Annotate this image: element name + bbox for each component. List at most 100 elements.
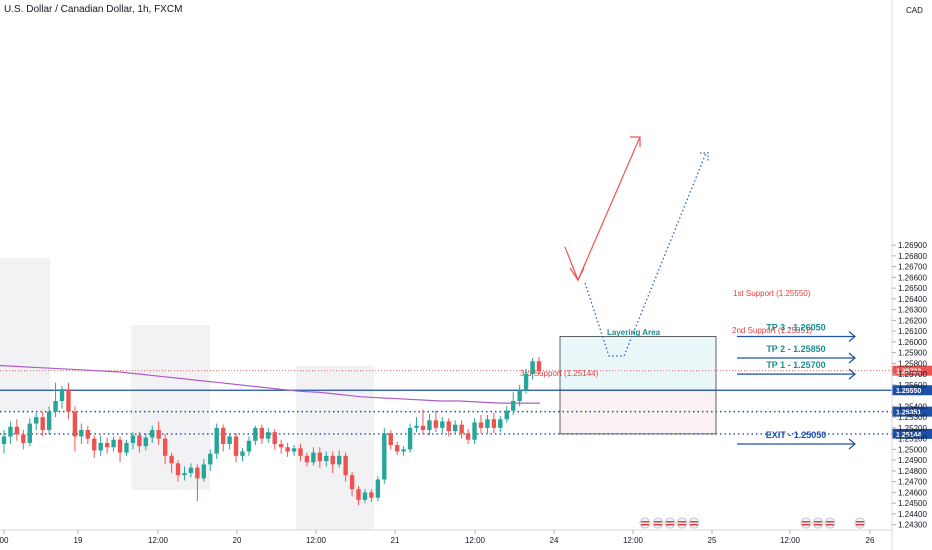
candles	[1, 356, 542, 506]
candle-body	[362, 492, 368, 500]
candle-body	[272, 432, 277, 444]
candle-body	[111, 439, 116, 448]
session-shade-0	[0, 258, 50, 411]
candle-body	[59, 389, 65, 401]
candle-body	[214, 427, 219, 454]
candle-body	[285, 447, 290, 452]
candle-body	[388, 433, 393, 446]
candle-body	[523, 374, 529, 391]
x-tick-label: 26	[866, 536, 875, 545]
y-tick-label: 1.26800	[898, 252, 927, 261]
candle-body	[46, 411, 52, 431]
candle-body	[92, 438, 97, 451]
y-tick-label: 1.26100	[898, 327, 927, 336]
event-flag-stripe	[666, 524, 674, 526]
y-tick-label: 1.26400	[898, 295, 927, 304]
y-tick-label: 1.26200	[898, 316, 927, 325]
event-flag-icon	[652, 517, 664, 529]
candle-body	[233, 436, 239, 456]
candle-body	[259, 427, 265, 439]
candle-body	[530, 361, 535, 375]
event-flag-stripe	[654, 524, 662, 526]
target-arrow-head	[848, 331, 856, 342]
event-flag-icon	[824, 517, 836, 529]
candle-body	[278, 443, 284, 448]
x-tick-label: 12:00	[465, 536, 486, 545]
projection-arrow-solid	[564, 136, 641, 282]
candle-body	[433, 420, 439, 428]
candle-body	[311, 452, 316, 463]
event-flag-stripe	[690, 524, 698, 526]
candle-body	[317, 452, 323, 462]
x-tick-label: 25	[708, 536, 717, 545]
event-flag-icon	[854, 517, 866, 529]
x-tick-label: 19	[74, 536, 83, 545]
event-flag-icon	[812, 517, 824, 529]
x-tick-label: 12:00	[148, 536, 169, 545]
candle-body	[498, 419, 503, 428]
y-tick-label: 1.26600	[898, 273, 927, 282]
x-tick-label: 24	[550, 536, 559, 545]
event-flag-stripe	[678, 521, 686, 523]
candle-body	[414, 425, 419, 428]
support-levels: 1.25550 1.25351 1.25144 1st Support (1.2555…	[0, 289, 932, 439]
target-labels: TP 3 - 1.26050 TP 2 - 1.25850 TP 1 - 1.257…	[737, 322, 856, 450]
event-flag-stripe	[690, 521, 698, 523]
candle-body	[175, 463, 181, 476]
y-tick-label: 1.26700	[898, 263, 927, 272]
candle-body	[440, 421, 445, 428]
y-tick-label: 1.26000	[898, 338, 927, 347]
y-tick-label: 1.24800	[898, 467, 927, 476]
candle-body	[446, 421, 451, 432]
candle-body	[266, 432, 271, 439]
currency-label: CAD	[906, 6, 923, 15]
layering-zone	[559, 389, 717, 435]
y-tick-label: 1.26500	[898, 284, 927, 293]
session-shade-2	[296, 366, 374, 530]
support-label-2: 2nd Support (1.25351)	[732, 326, 812, 335]
candle-body	[98, 442, 103, 451]
candle-body	[130, 435, 136, 443]
candle-body	[66, 389, 71, 412]
y-tick-label: 1.25100	[898, 435, 927, 444]
candle-body	[227, 436, 232, 444]
current-price-label: 1.25732	[896, 369, 921, 376]
candle-body	[478, 422, 484, 428]
target-label-2: TP 1 - 1.25700	[766, 360, 825, 370]
y-tick-label: 1.24300	[898, 521, 927, 530]
x-tick-label: 00	[0, 536, 9, 545]
level-price-label: 1.25351	[896, 410, 921, 417]
candle-body	[336, 455, 342, 465]
event-flag-icon	[688, 517, 700, 529]
trade-zones: Layering Area	[559, 328, 717, 435]
arrow-head-dotted	[700, 152, 709, 161]
event-flag-stripe	[802, 521, 810, 523]
target-label-3: EXIT - 1.25050	[766, 430, 827, 440]
candle-body	[79, 430, 84, 437]
candle-body	[517, 390, 522, 401]
candle-body	[182, 473, 187, 476]
candle-body	[401, 449, 406, 452]
x-tick-label: 12:00	[780, 536, 801, 545]
y-tick-label: 1.25400	[898, 402, 927, 411]
candle-body	[34, 417, 39, 424]
candle-body	[188, 467, 194, 474]
economic-events[interactable]	[639, 517, 866, 529]
event-flag-icon	[800, 517, 812, 529]
support-label-1: 1st Support (1.25550)	[733, 289, 811, 298]
candle-body	[453, 424, 458, 432]
candle-body	[491, 419, 497, 428]
event-flag-stripe	[856, 524, 864, 526]
candle-body	[324, 455, 329, 462]
event-flag-stripe	[678, 524, 686, 526]
time-axis[interactable]: 00 19 12:00 20 12:00 21 12:00 24 12:00 25 12:00 26	[0, 529, 892, 545]
candle-body	[465, 433, 471, 440]
y-tick-label: 1.24500	[898, 499, 927, 508]
candle-body	[53, 400, 58, 412]
target-label-0: TP 3 - 1.26050	[766, 322, 825, 332]
level-price-label: 1.25144	[896, 432, 921, 439]
candle-body	[14, 426, 20, 435]
candle-body	[356, 489, 361, 500]
